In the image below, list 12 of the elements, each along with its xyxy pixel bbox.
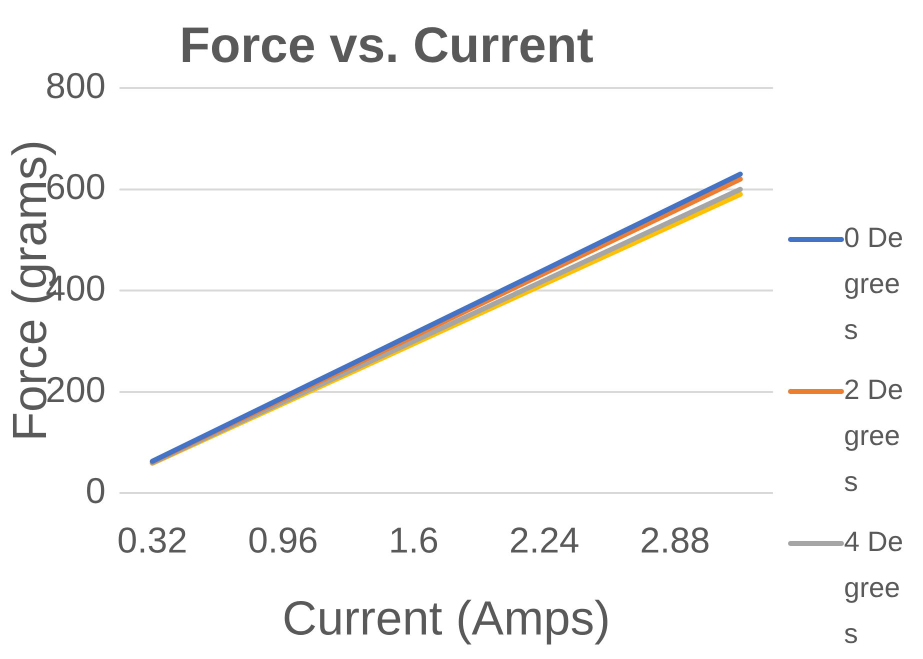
legend-label: 2 Degrees [844,373,904,499]
x-tick-label: 2.88 [640,520,710,561]
x-tick-label: 0.96 [248,520,318,561]
chart-title: Force vs. Current [179,16,594,73]
legend-label: 4 Degrees [844,525,904,651]
legend-label: 0 Degrees [844,221,904,347]
x-tick-label: 0.32 [117,520,188,561]
x-tick-label: 2.24 [509,520,580,561]
y-tick-label: 0 [86,470,106,512]
y-tick-label: 800 [46,64,106,106]
x-tick-label: 1.6 [388,520,439,561]
x-axis-title: Current (Amps) [282,592,610,646]
